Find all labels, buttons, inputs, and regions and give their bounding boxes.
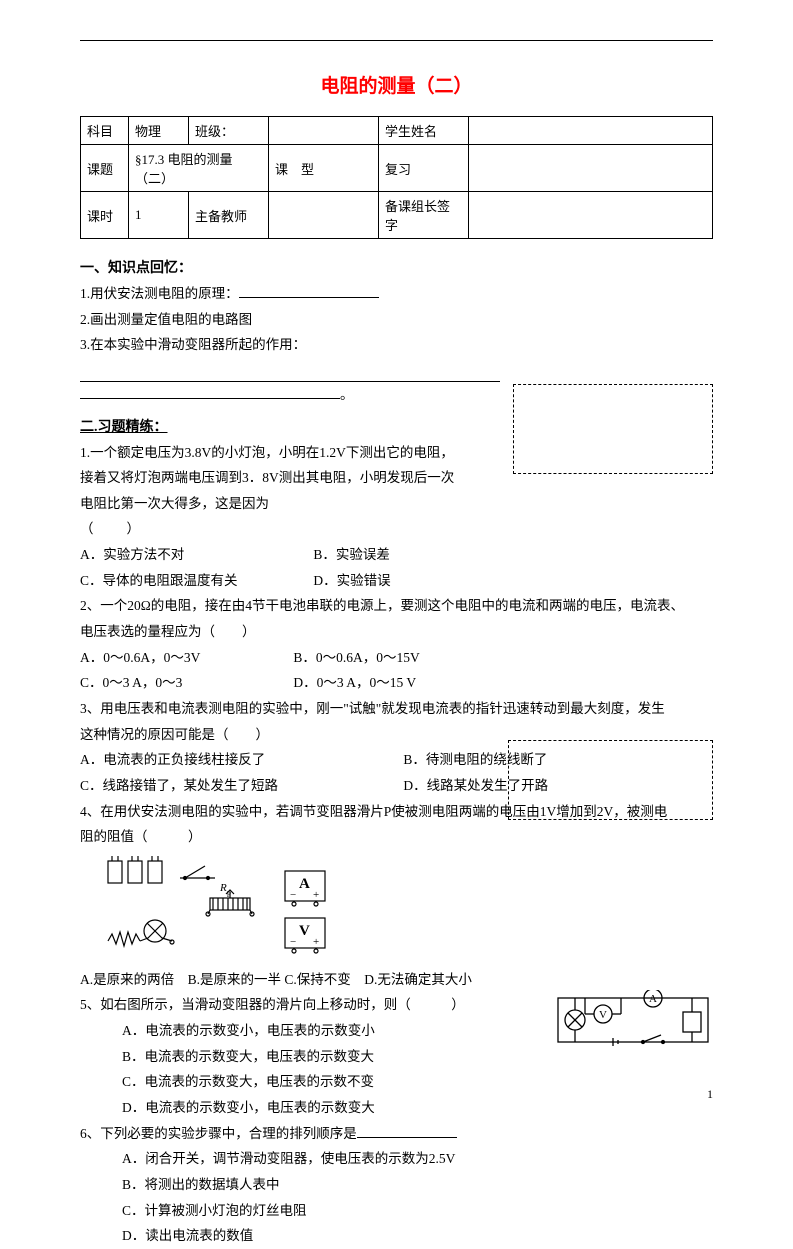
blank-long2 — [80, 385, 340, 399]
q1-row1: A．实验方法不对 B．实验误差 — [80, 542, 713, 568]
info-table: 科目 物理 班级： 学生姓名 课题 §17.3 电阻的测量（二） 课 型 复习 … — [80, 116, 713, 239]
q4-l2: 阻的阻值（ ） — [80, 824, 713, 850]
section1-header: 一、知识点回忆： — [80, 257, 713, 277]
q1-d: D．实验错误 — [313, 573, 390, 588]
cell-sign-label: 备课组长签字 — [379, 192, 469, 239]
cell-type: 复习 — [379, 145, 469, 192]
s1-p2: 2.画出测量定值电阻的电路图 — [80, 307, 713, 333]
cell-teacher-label: 主备教师 — [189, 192, 269, 239]
svg-text:A: A — [299, 876, 310, 892]
q6-d: D．读出电流表的数值 — [122, 1223, 713, 1249]
cell-class — [269, 117, 379, 145]
cell-topic: §17.3 电阻的测量（二） — [129, 145, 269, 192]
q6-l1: 6、下列必要的实验步骤中，合理的排列顺序是 — [80, 1121, 713, 1147]
q6-l1-text: 6、下列必要的实验步骤中，合理的排列顺序是 — [80, 1126, 357, 1141]
svg-text:−: − — [290, 936, 296, 948]
q5-c: C．电流表的示数变大，电压表的示数不变 — [122, 1069, 713, 1095]
page-title: 电阻的测量（二） — [80, 71, 713, 98]
dashed-box-1 — [513, 384, 713, 474]
top-rule — [80, 40, 713, 41]
cell-topic-label: 课题 — [81, 145, 129, 192]
q6-b: B．将测出的数据填人表中 — [122, 1172, 713, 1198]
svg-text:R: R — [219, 882, 227, 894]
blank — [357, 1124, 457, 1138]
s1-p3: 3.在本实验中滑动变阻器所起的作用： — [80, 332, 713, 358]
q2-row2: C．0～3 A，0～3 D．0～3 A，0～15 V — [80, 670, 713, 696]
q2-row1: A．0～0.6A，0～3V B．0～0.6A，0～15V — [80, 645, 713, 671]
cell-teacher — [269, 192, 379, 239]
cell-student — [469, 117, 713, 145]
svg-text:−: − — [290, 889, 296, 901]
q2-a: A．0～0.6A，0～3V — [80, 645, 290, 671]
q1-b: B．实验误差 — [313, 547, 390, 562]
cell-type-label: 课 型 — [269, 145, 379, 192]
svg-text:A: A — [649, 993, 657, 1005]
svg-text:V: V — [299, 923, 310, 939]
cell-subject: 物理 — [129, 117, 189, 145]
page-number: 1 — [707, 1087, 713, 1102]
circuit-diagram-area: Rp A − + V − + — [100, 856, 713, 961]
table-row: 课题 §17.3 电阻的测量（二） 课 型 复习 — [81, 145, 713, 192]
q1-row2: C．导体的电阻跟温度有关 D．实验错误 — [80, 568, 713, 594]
q3-a: A．电流表的正负接线柱接反了 — [80, 747, 400, 773]
q3-c: C．线路接错了，某处发生了短路 — [80, 773, 400, 799]
circuit-q5-icon: V A — [553, 990, 713, 1050]
table-row: 科目 物理 班级： 学生姓名 — [81, 117, 713, 145]
blank-long1 — [80, 364, 500, 382]
q6-a: A．闭合开关，调节滑动变阻器，使电压表的示数为2.5V — [122, 1146, 713, 1172]
q1-l3: 电阻比第一次大得多，这是因为 — [80, 491, 713, 517]
dashed-box-2 — [508, 740, 713, 820]
s1-line1: 1.用伏安法测电阻的原理： — [80, 281, 713, 307]
svg-text:+: + — [313, 889, 319, 901]
q4-options: A.是原来的两倍 B.是原来的一半 C.保持不变 D.无法确定其大小 — [80, 967, 713, 993]
q1-a: A．实验方法不对 — [80, 542, 310, 568]
q1-paren: （ ） — [80, 516, 713, 542]
q2-d: D．0～3 A，0～15 V — [293, 675, 416, 690]
s1-p1-text: 1.用伏安法测电阻的原理： — [80, 286, 239, 301]
q2-l1: 2、一个20Ω的电阻，接在由4节干电池串联的电源上，要测这个电阻中的电流和两端的… — [80, 593, 713, 619]
q1-c: C．导体的电阻跟温度有关 — [80, 568, 310, 594]
svg-text:V: V — [599, 1009, 607, 1021]
svg-text:+: + — [313, 936, 319, 948]
cell-hours-label: 课时 — [81, 192, 129, 239]
blank — [239, 284, 379, 298]
cell-subject-label: 科目 — [81, 117, 129, 145]
cell-empty — [469, 145, 713, 192]
cell-student-label: 学生姓名 — [379, 117, 469, 145]
cell-sign — [469, 192, 713, 239]
table-row: 课时 1 主备教师 备课组长签字 — [81, 192, 713, 239]
q5-d: D．电流表的示数变小，电压表的示数变大 — [122, 1095, 713, 1121]
circuit-components-icon: Rp A − + V − + — [100, 856, 380, 961]
cell-hours: 1 — [129, 192, 189, 239]
q2-b: B．0～0.6A，0～15V — [293, 650, 419, 665]
cell-class-label: 班级： — [189, 117, 269, 145]
q2-l2: 电压表选的量程应为（ ） — [80, 619, 713, 645]
q3-l1: 3、用电压表和电流表测电阻的实验中，刚一"试触"就发现电流表的指针迅速转动到最大… — [80, 696, 713, 722]
q6-c: C．计算被测小灯泡的灯丝电阻 — [122, 1198, 713, 1224]
q2-c: C．0～3 A，0～3 — [80, 670, 290, 696]
